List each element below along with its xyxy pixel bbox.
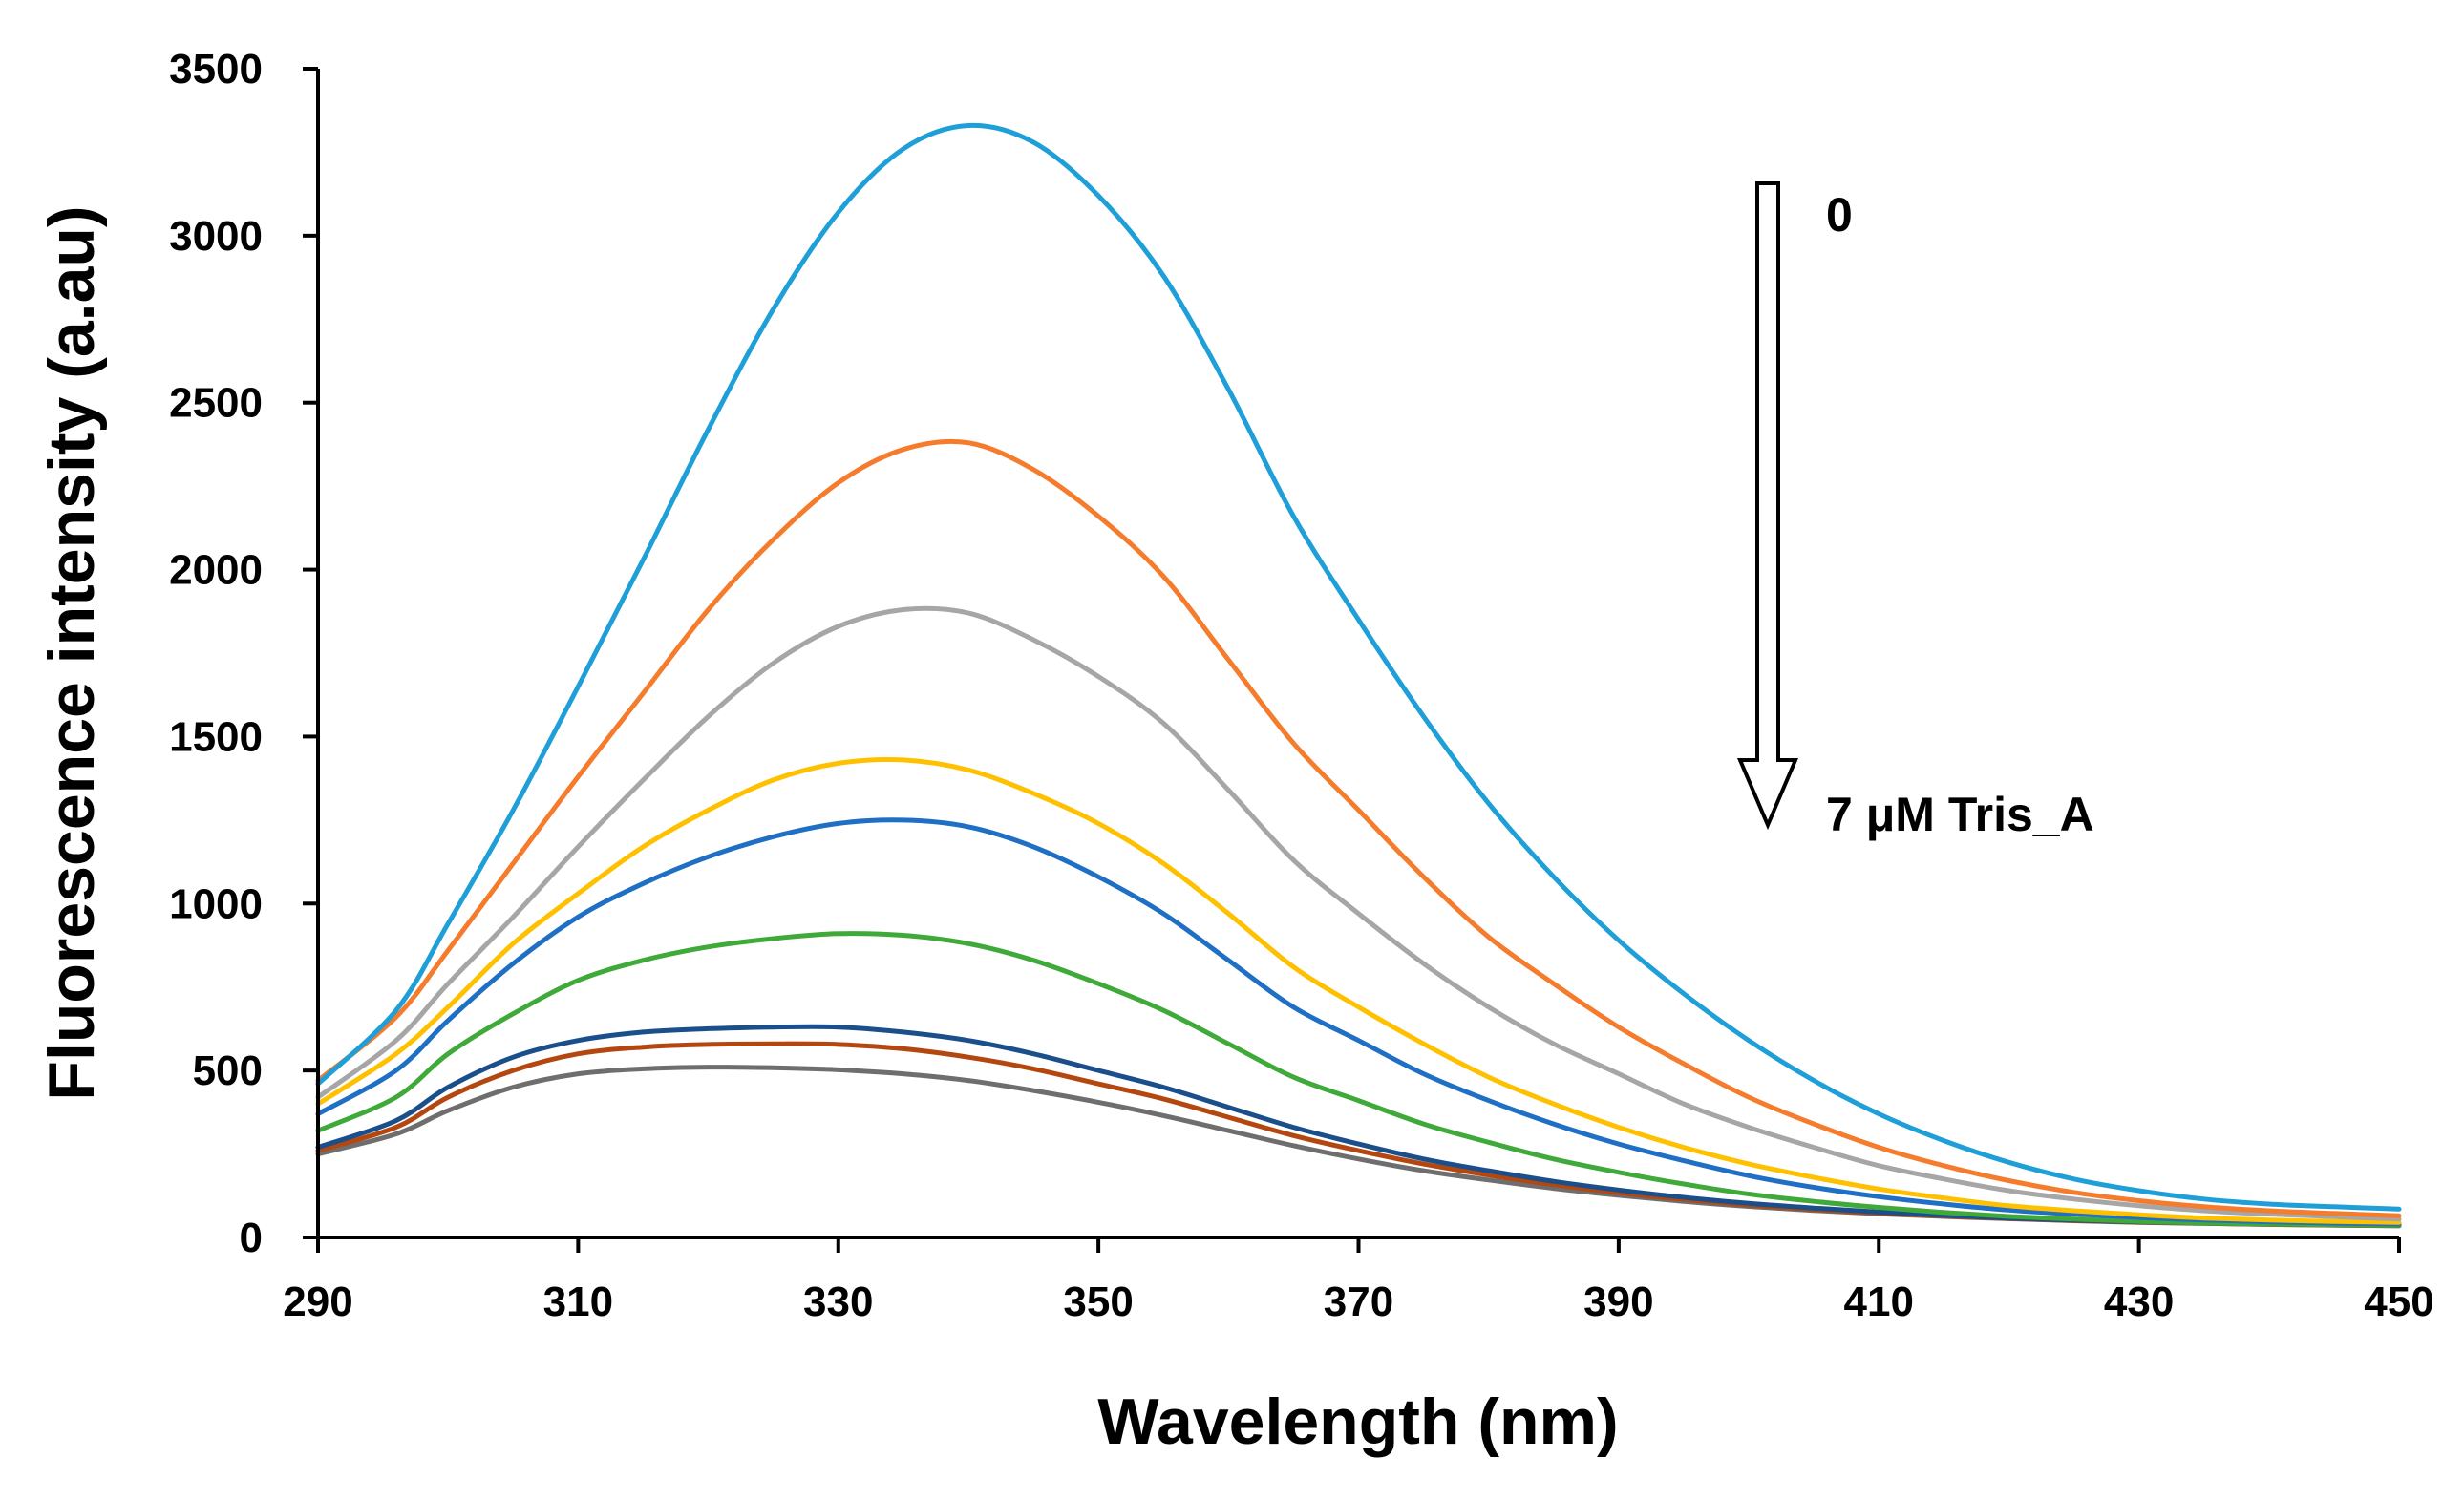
series-line-6: [315, 931, 2402, 1228]
y-axis-title: Fluorescence intensity (a.au): [35, 205, 108, 1100]
y-tick-label: 500: [193, 1047, 263, 1094]
y-tick-label: 2000: [169, 547, 263, 594]
y-tick-label: 1000: [169, 880, 263, 927]
arrow-top-label: 0: [1826, 188, 1853, 242]
concentration-arrow: 0 7 μM Tris_A: [1736, 181, 2094, 841]
x-tick-label: 370: [1324, 1279, 1393, 1325]
series-layer: [315, 122, 2402, 1229]
x-tick-label: 390: [1583, 1279, 1653, 1325]
series-line-2: [315, 438, 2402, 1218]
series-line-4: [315, 756, 2402, 1225]
y-tick-label: 1500: [169, 713, 263, 760]
x-tick-label: 310: [543, 1279, 613, 1325]
x-tick-label: 410: [1844, 1279, 1914, 1325]
x-tick-label: 290: [283, 1279, 352, 1325]
arrow-bottom-label: 7 μM Tris_A: [1826, 788, 2094, 841]
down-arrow-icon: [1736, 181, 1799, 831]
x-tick-label: 430: [2104, 1279, 2174, 1325]
y-tick-label: 0: [240, 1215, 263, 1261]
x-tick-label: 450: [2364, 1279, 2433, 1325]
y-tick-label: 2500: [169, 380, 263, 427]
series-line-1: [315, 122, 2402, 1212]
x-axis-title: Wavelength (nm): [1097, 1385, 1618, 1458]
tick-layer: 290 310 330 350 370 390 410 430 450 0 500 1000 1500 2…: [169, 46, 2434, 1325]
y-tick-label: 3000: [169, 213, 263, 260]
y-tick-label: 3500: [169, 46, 263, 93]
x-tick-label: 350: [1063, 1279, 1133, 1325]
x-tick-label: 330: [803, 1279, 873, 1325]
series-line-3: [315, 605, 2402, 1222]
series-line-5: [315, 817, 2402, 1227]
